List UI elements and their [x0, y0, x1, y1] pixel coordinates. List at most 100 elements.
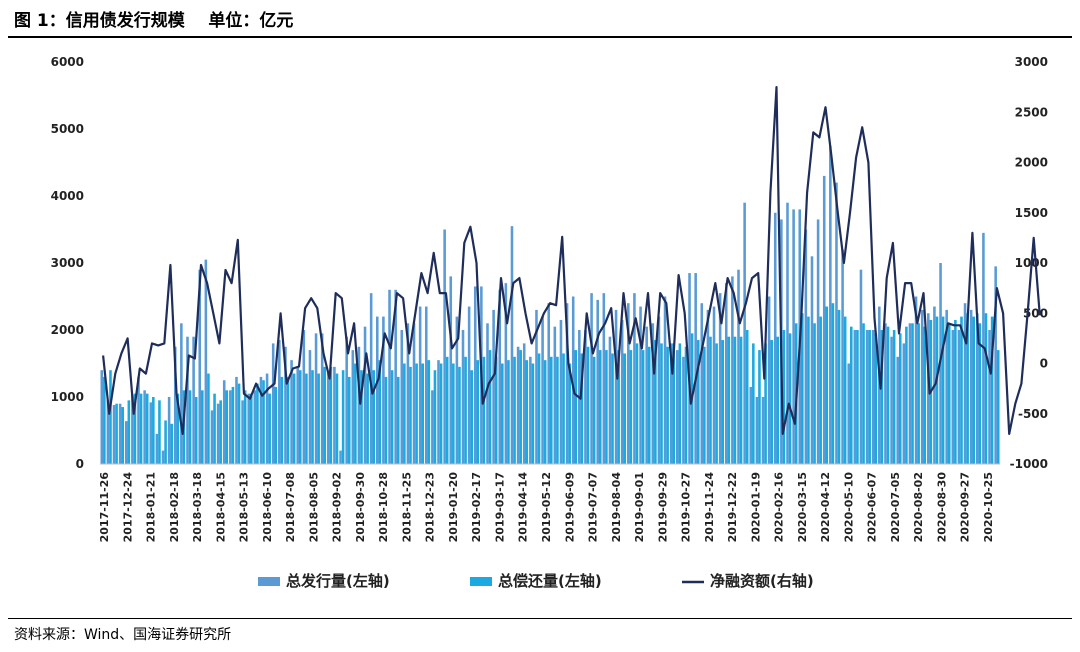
x-tick-label: 2020-09-27 [959, 472, 972, 542]
issuance-bar [406, 323, 410, 464]
x-tick-label: 2019-03-17 [493, 472, 506, 542]
issuance-bar [210, 410, 214, 464]
repayment-bar [898, 333, 902, 464]
repayment-bar [764, 343, 767, 464]
issuance-bar [645, 326, 648, 464]
issuance-bar [816, 219, 820, 464]
repayment-bar [427, 360, 431, 464]
issuance-bar [724, 283, 728, 464]
x-tick-label: 2017-12-24 [121, 472, 134, 543]
legend-label-repayment: 总偿还量(左轴) [498, 572, 602, 590]
right-tick-label: 2000 [1015, 156, 1048, 170]
issuance-bar [871, 330, 875, 464]
issuance-bar [308, 350, 312, 464]
repayment-bars [103, 303, 1000, 464]
issuance-bar [173, 346, 177, 464]
repayment-bar [592, 356, 596, 464]
repayment-bar [250, 393, 253, 464]
left-tick-label: 1000 [51, 390, 84, 404]
x-axis-ticks: 2017-11-26 2017-12-24 2018-01-21 2018-02-18… [98, 472, 995, 543]
issuance-bar [486, 323, 489, 464]
issuance-bar [976, 313, 979, 464]
x-tick-label: 2018-07-08 [284, 472, 297, 542]
repayment-bar [978, 323, 982, 464]
issuance-bar [143, 390, 146, 464]
issuance-bar [682, 356, 685, 464]
issuance-bar [339, 450, 342, 464]
x-tick-label: 2018-09-30 [354, 472, 367, 543]
repayment-bar [482, 356, 486, 464]
issuance-bar [571, 296, 575, 464]
top-rule [8, 36, 1072, 38]
issuance-bar [914, 296, 918, 464]
repayment-bar [850, 326, 853, 464]
issuance-bar [265, 373, 269, 464]
repayment-bar [164, 420, 167, 464]
issuance-bar [620, 319, 624, 464]
issuance-bar [553, 326, 557, 464]
x-tick-label: 2018-02-18 [168, 472, 181, 542]
repayment-bar [623, 353, 627, 464]
repayment-bar [476, 360, 480, 464]
repayment-bar [201, 390, 204, 464]
issuance-bar [455, 316, 459, 464]
repayment-bar [586, 346, 590, 464]
repayment-bar [923, 326, 927, 464]
repayment-bar [488, 350, 492, 464]
repayment-bar [519, 350, 522, 464]
repayment-bar [225, 390, 229, 464]
issuance-bar [841, 249, 844, 464]
x-tick-label: 2018-01-21 [145, 472, 158, 542]
repayment-bar [317, 373, 320, 464]
repayment-bar [176, 393, 180, 464]
repayment-bar [886, 326, 890, 464]
repayment-bar [403, 363, 406, 464]
repayment-bar [892, 330, 896, 464]
repayment-bar [378, 360, 382, 464]
issuance-bar [890, 336, 893, 464]
issuance-bar [945, 309, 948, 464]
issuance-bar [908, 323, 912, 464]
bottom-rule [8, 618, 1072, 619]
repayment-bar [360, 370, 363, 464]
repayment-bar [856, 330, 859, 464]
repayment-bar [837, 309, 841, 464]
issuance-bar [522, 343, 526, 464]
repayment-bar [568, 363, 571, 464]
x-tick-label: 2018-03-18 [191, 472, 204, 542]
issuance-bar [639, 306, 642, 464]
x-tick-label: 2020-08-30 [935, 472, 948, 543]
net-financing-line [102, 85, 1041, 435]
issuance-bar [792, 209, 795, 464]
issuance-bar [822, 175, 826, 464]
repayment-bar [243, 390, 247, 464]
issuance-bar [418, 306, 422, 464]
repayment-bar [384, 376, 388, 464]
repayment-bar [807, 316, 810, 464]
issuance-bar [829, 145, 832, 464]
repayment-bar [550, 356, 553, 464]
issuance-bar [363, 326, 367, 464]
left-axis-ticks: 0 1000 2000 3000 4000 5000 6000 [51, 55, 84, 471]
repayment-bar [268, 393, 271, 464]
issuance-bar [835, 182, 838, 464]
issuance-bar [651, 323, 655, 464]
repayment-bar [525, 360, 529, 464]
repayment-bar [562, 353, 565, 464]
repayment-bar [445, 356, 449, 464]
issuance-bar [320, 333, 324, 464]
repayment-bar [311, 370, 314, 464]
repayment-bar [329, 366, 333, 464]
x-tick-label: 2020-01-19 [749, 472, 762, 542]
issuance-bar [700, 303, 704, 464]
repayment-bar [960, 316, 963, 464]
issuance-bar [559, 319, 563, 464]
x-tick-label: 2018-05-13 [238, 472, 251, 542]
repayment-bar [776, 336, 780, 464]
repayment-bar [641, 350, 645, 464]
repayment-bar [354, 363, 357, 464]
issuance-bar [314, 333, 318, 464]
issuance-bar [327, 373, 330, 464]
issuance-bar [192, 336, 195, 464]
